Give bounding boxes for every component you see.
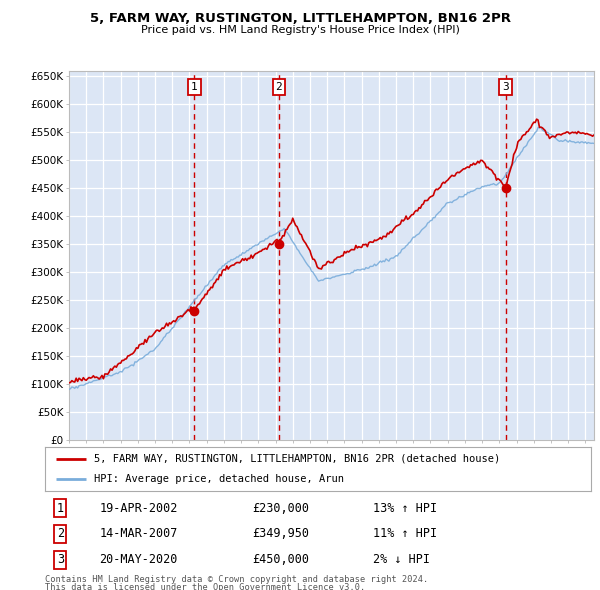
Text: 20-MAY-2020: 20-MAY-2020 <box>100 553 178 566</box>
Text: £450,000: £450,000 <box>253 553 310 566</box>
Text: 11% ↑ HPI: 11% ↑ HPI <box>373 527 437 540</box>
Text: HPI: Average price, detached house, Arun: HPI: Average price, detached house, Arun <box>94 474 344 484</box>
Text: Price paid vs. HM Land Registry's House Price Index (HPI): Price paid vs. HM Land Registry's House … <box>140 25 460 35</box>
Text: 1: 1 <box>191 82 198 92</box>
Text: 1: 1 <box>57 502 64 514</box>
Text: Contains HM Land Registry data © Crown copyright and database right 2024.: Contains HM Land Registry data © Crown c… <box>45 575 428 584</box>
Text: 13% ↑ HPI: 13% ↑ HPI <box>373 502 437 514</box>
Text: 2: 2 <box>57 527 64 540</box>
Text: £230,000: £230,000 <box>253 502 310 514</box>
Text: £349,950: £349,950 <box>253 527 310 540</box>
Text: 3: 3 <box>502 82 509 92</box>
Text: 2: 2 <box>275 82 283 92</box>
Text: 2% ↓ HPI: 2% ↓ HPI <box>373 553 430 566</box>
Text: 19-APR-2002: 19-APR-2002 <box>100 502 178 514</box>
Text: 5, FARM WAY, RUSTINGTON, LITTLEHAMPTON, BN16 2PR: 5, FARM WAY, RUSTINGTON, LITTLEHAMPTON, … <box>89 12 511 25</box>
Text: This data is licensed under the Open Government Licence v3.0.: This data is licensed under the Open Gov… <box>45 583 365 590</box>
Text: 5, FARM WAY, RUSTINGTON, LITTLEHAMPTON, BN16 2PR (detached house): 5, FARM WAY, RUSTINGTON, LITTLEHAMPTON, … <box>94 454 500 464</box>
Text: 3: 3 <box>57 553 64 566</box>
Text: 14-MAR-2007: 14-MAR-2007 <box>100 527 178 540</box>
